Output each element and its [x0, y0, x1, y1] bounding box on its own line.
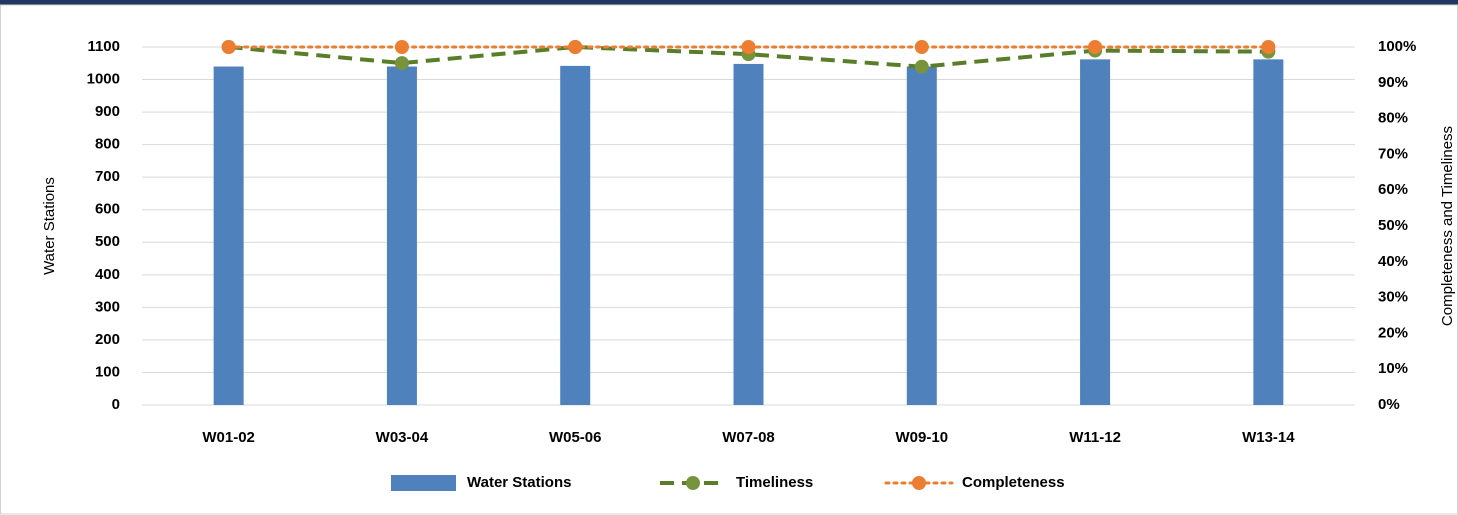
x-tick-label: W09-10: [896, 429, 949, 446]
y2-tick-label: 10%: [1378, 360, 1408, 377]
y-tick-label: 300: [95, 298, 120, 315]
y2-tick-label: 40%: [1378, 253, 1408, 270]
legend-swatch: [391, 475, 456, 491]
marker: [914, 59, 929, 74]
y-tick-label: 800: [95, 136, 120, 153]
marker: [568, 40, 583, 54]
x-tick-label: W11-12: [1069, 429, 1121, 446]
marker: [221, 40, 236, 54]
y2-tick-label: 100%: [1378, 38, 1416, 55]
y2-tick-label: 60%: [1378, 181, 1408, 198]
y2-tick-label: 90%: [1378, 74, 1408, 91]
bar: [560, 65, 591, 405]
y-tick-label: 900: [95, 103, 120, 120]
marker: [1088, 40, 1103, 54]
marker: [394, 56, 409, 71]
legend-label: Timeliness: [736, 474, 813, 491]
y2-tick-label: 80%: [1378, 110, 1408, 127]
y-tick-label: 1100: [87, 38, 120, 55]
x-tick-label: W05-06: [549, 429, 602, 446]
y2-tick-label: 20%: [1378, 324, 1408, 341]
y2-axis-title: Completeness and Timeliness: [1439, 126, 1456, 326]
legend-marker: [686, 476, 700, 490]
legend-label: Water Stations: [467, 474, 571, 491]
x-tick-label: W13-14: [1242, 429, 1295, 446]
bar: [1253, 59, 1284, 405]
y-tick-label: 700: [95, 168, 120, 185]
top-bar: [0, 0, 1458, 5]
x-tick-label: W03-04: [376, 429, 429, 446]
bar: [1080, 59, 1111, 405]
legend-label: Completeness: [962, 474, 1065, 491]
bar: [213, 66, 244, 405]
bar: [733, 63, 764, 405]
bar: [906, 66, 937, 405]
y-tick-label: 0: [112, 396, 120, 413]
marker: [914, 40, 929, 54]
y2-tick-label: 0%: [1378, 396, 1400, 413]
legend-marker: [912, 476, 926, 490]
y-tick-label: 200: [95, 331, 120, 348]
x-tick-label: W01-02: [202, 429, 255, 446]
y-tick-label: 400: [95, 266, 120, 283]
y2-tick-label: 50%: [1378, 217, 1408, 234]
y-tick-label: 600: [95, 201, 120, 218]
x-tick-label: W07-08: [722, 429, 775, 446]
y-tick-label: 100: [95, 363, 120, 380]
bar: [386, 66, 417, 405]
y2-tick-label: 70%: [1378, 145, 1408, 162]
y-tick-label: 1000: [87, 71, 120, 88]
marker: [741, 40, 756, 54]
y-axis-title: Water Stations: [41, 177, 58, 275]
y2-tick-label: 30%: [1378, 289, 1408, 306]
marker: [1261, 40, 1276, 54]
marker: [394, 40, 409, 54]
y-tick-label: 500: [95, 233, 120, 250]
